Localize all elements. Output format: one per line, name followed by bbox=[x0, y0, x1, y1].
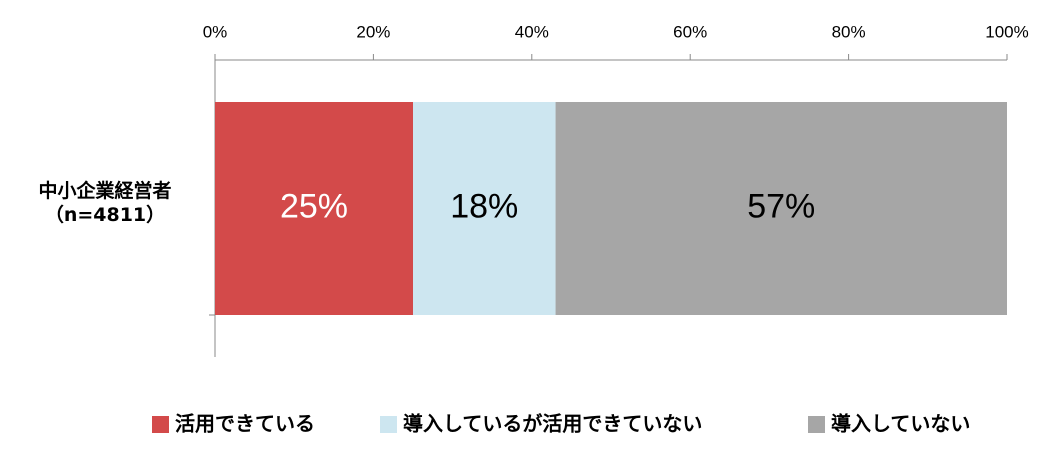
x-tick-label: 20% bbox=[356, 22, 390, 41]
data-label: 18% bbox=[450, 187, 518, 225]
legend-swatch bbox=[152, 416, 169, 433]
data-label: 57% bbox=[747, 187, 815, 225]
bar-segment bbox=[215, 102, 413, 315]
x-tick-label: 0% bbox=[203, 22, 228, 41]
legend-swatch bbox=[808, 416, 825, 433]
legend-label: 導入していない bbox=[831, 411, 970, 435]
x-tick-label: 100% bbox=[985, 22, 1028, 41]
x-tick-label: 80% bbox=[832, 22, 866, 41]
y-tick-label: 中小企業経営者 （n=4811） bbox=[38, 179, 172, 226]
legend-label: 導入しているが活用できていない bbox=[403, 411, 702, 435]
bar-segment bbox=[555, 102, 1007, 315]
legend-label: 活用できている bbox=[175, 412, 315, 435]
x-tick-label: 40% bbox=[515, 22, 549, 41]
x-tick-label: 60% bbox=[673, 22, 707, 41]
bar-segment bbox=[413, 102, 556, 315]
legend-swatch bbox=[380, 416, 397, 433]
data-label: 25% bbox=[280, 187, 348, 225]
